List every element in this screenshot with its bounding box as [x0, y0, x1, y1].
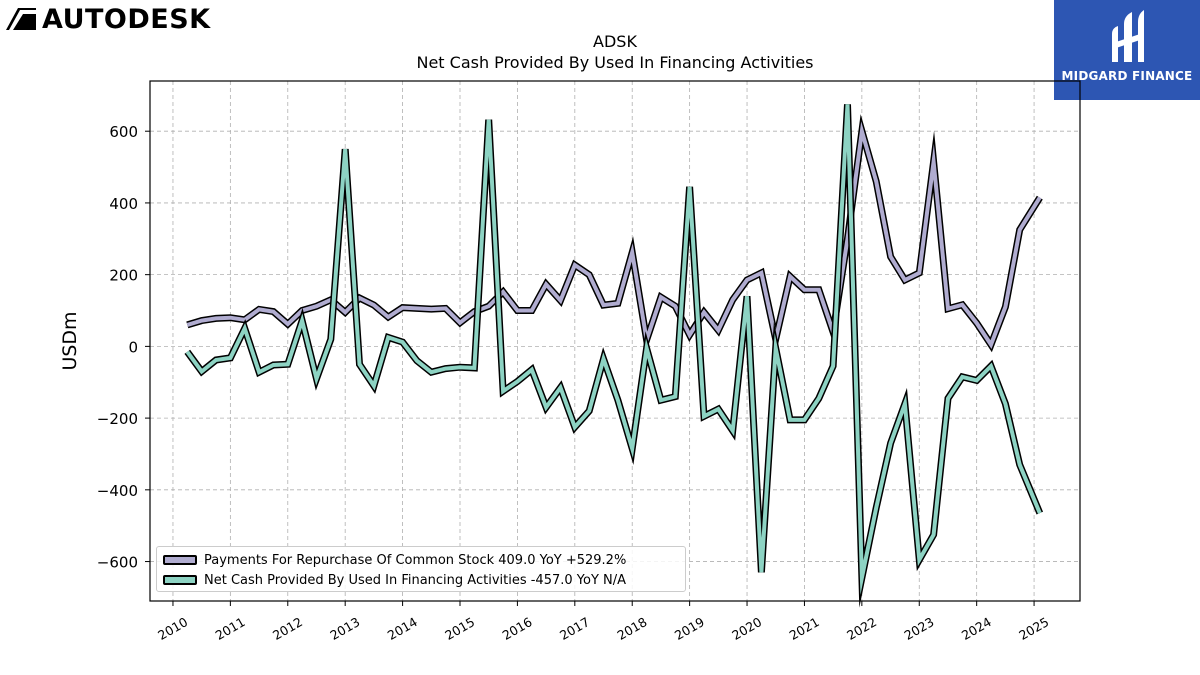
grid — [150, 81, 1080, 601]
x-tick-label: 2011 — [213, 614, 248, 643]
y-tick-label: −600 — [97, 554, 138, 572]
y-tick-label: 200 — [109, 267, 138, 285]
plot-frame — [149, 80, 1081, 602]
y-tick-label: −400 — [97, 482, 138, 500]
midgard-emblem-icon — [1112, 10, 1144, 62]
x-tick-label: 2020 — [729, 614, 764, 643]
series-lines — [184, 104, 1044, 608]
legend-item-repurchase: Payments For Repurchase Of Common Stock … — [163, 551, 626, 569]
chart-title: ADSK — [593, 32, 637, 51]
y-tick-label: −200 — [97, 410, 138, 428]
x-tick-label: 2016 — [500, 614, 535, 643]
y-tick-label: 0 — [128, 338, 138, 356]
x-tick-label: 2022 — [844, 614, 879, 643]
brand-logo-text: AUTODESK — [42, 3, 211, 35]
autodesk-logo-icon — [6, 8, 36, 30]
legend: Payments For Repurchase Of Common Stock … — [156, 546, 686, 592]
x-tick-label: 2012 — [270, 614, 305, 643]
midgard-finance-logo: MIDGARD FINANCE — [1054, 0, 1200, 100]
x-tick-label: 2015 — [442, 614, 477, 643]
x-tick-label: 2024 — [959, 614, 994, 643]
x-axis: 2010 2011 2012 2013 2014 2015 2016 2017 2018 2019… — [155, 601, 1051, 643]
legend-label-financing: Net Cash Provided By Used In Financing A… — [204, 572, 627, 588]
series-line-repurchase — [186, 121, 1042, 349]
x-tick-label: 2023 — [901, 614, 936, 643]
y-axis: −600 −400 −200 0 200 400 600 — [97, 123, 150, 572]
legend-item-financing: Net Cash Provided By Used In Financing A… — [163, 571, 626, 589]
series-line-financing — [185, 104, 1042, 595]
chart-subtitle: Net Cash Provided By Used In Financing A… — [416, 53, 813, 72]
y-axis-label: USDm — [59, 311, 81, 370]
x-tick-label: 2018 — [614, 614, 649, 643]
legend-label-repurchase: Payments For Repurchase Of Common Stock … — [204, 552, 627, 568]
legend-swatch-repurchase — [163, 555, 197, 565]
x-tick-label: 2010 — [155, 614, 190, 643]
x-tick-label: 2025 — [1016, 614, 1051, 643]
x-tick-label: 2014 — [385, 614, 420, 643]
autodesk-logo: AUTODESK — [6, 2, 211, 36]
x-tick-label: 2013 — [327, 614, 362, 643]
y-tick-label: 400 — [109, 195, 138, 213]
partner-name: MIDGARD FINANCE — [1061, 69, 1193, 83]
x-tick-label: 2017 — [557, 614, 592, 643]
series-outline-financing — [184, 104, 1044, 608]
series-outline-repurchase — [186, 114, 1043, 356]
y-tick-label: 600 — [109, 123, 138, 141]
x-tick-label: 2021 — [787, 614, 822, 643]
legend-swatch-financing — [163, 575, 197, 585]
x-tick-label: 2019 — [672, 614, 707, 643]
